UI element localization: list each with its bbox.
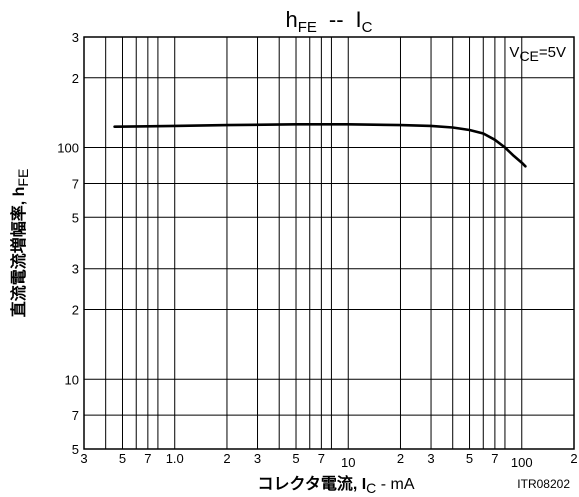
x-tick-label: 5 [466, 451, 473, 466]
x-tick-label: 5 [292, 451, 299, 466]
x-tick-label: 7 [491, 451, 498, 466]
x-tick-label: 7 [144, 451, 151, 466]
x-tick-label: 2 [223, 451, 230, 466]
x-tick-label: 3 [254, 451, 261, 466]
y-tick-label: 2 [72, 71, 79, 86]
condition-label: VCE=5V [509, 44, 566, 64]
x-tick-label: 3 [80, 451, 87, 466]
y-axis-label: 直流電流増幅率, hFE [9, 169, 31, 318]
y-tick-label: 100 [57, 141, 79, 156]
y-tick-label: 5 [72, 210, 79, 225]
y-tick-label: 2 [72, 303, 79, 318]
y-tick-label: 3 [72, 262, 79, 277]
hfe-curve [113, 123, 527, 168]
x-tick-label: 100 [511, 455, 533, 470]
x-tick-label: 2 [397, 451, 404, 466]
x-tick-labels: 3 5 7 1.0 2 3 5 7 10 2 3 5 7 100 2 [80, 451, 577, 470]
x-tick-label: 3 [427, 451, 434, 466]
x-tick-label: 5 [119, 451, 126, 466]
y-tick-label: 7 [72, 408, 79, 423]
y-tick-label: 5 [72, 442, 79, 457]
y-tick-label: 7 [72, 176, 79, 191]
x-tick-label: 2 [570, 451, 577, 466]
y-tick-label: 3 [72, 30, 79, 45]
figure-code: ITR08202 [517, 477, 570, 491]
y-tick-labels: 3 2 100 7 5 3 2 10 7 5 [57, 30, 79, 457]
plot-frame [83, 36, 575, 450]
chart-title: hFE -- IC [285, 7, 372, 36]
x-tick-label: 10 [341, 455, 355, 470]
x-tick-label: 7 [318, 451, 325, 466]
x-axis-label: コレクタ電流, IC - mA [257, 474, 414, 496]
x-tick-label: 1.0 [166, 451, 184, 466]
y-tick-label: 10 [65, 372, 79, 387]
grid-lines [84, 37, 574, 449]
